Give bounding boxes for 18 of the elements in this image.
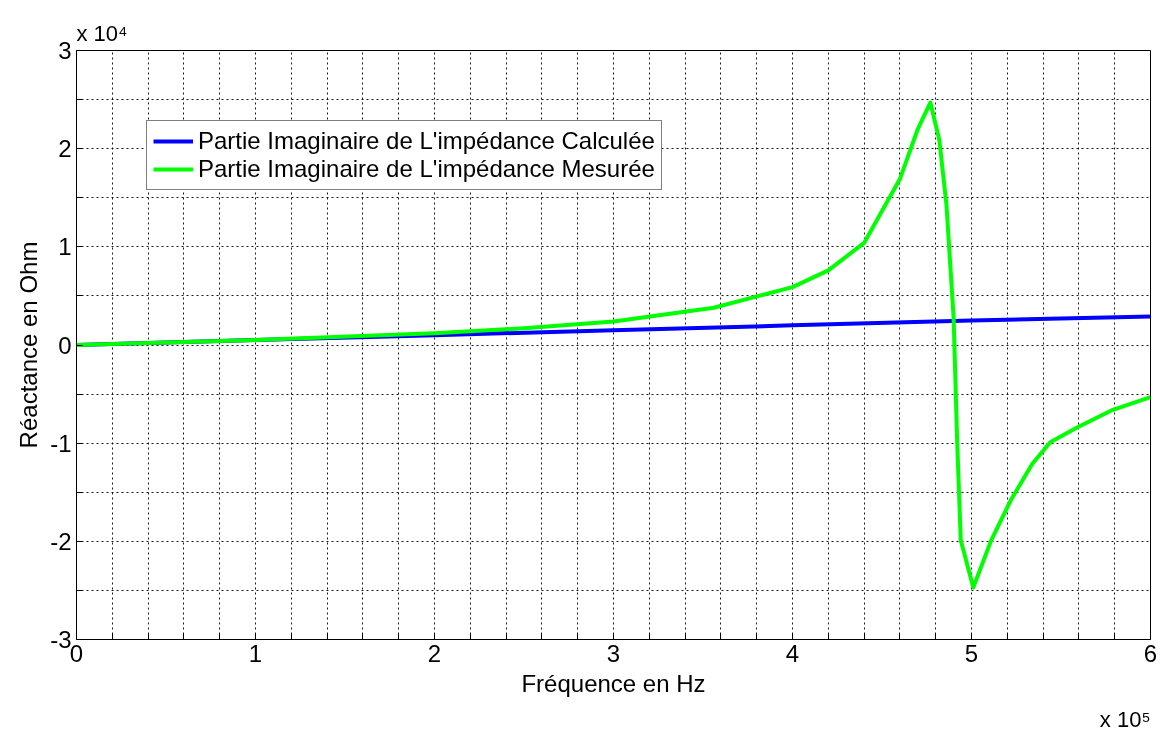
legend-label: Partie Imaginaire de L'impédance Calculée	[198, 127, 655, 155]
x-tick-label: 4	[785, 639, 800, 667]
text: x 10⁴	[76, 20, 128, 46]
y-tick-label: -2	[50, 527, 72, 555]
y-tick-label: 3	[58, 37, 72, 64]
y-tick-label: 0	[58, 331, 72, 359]
x-tick-label: 2	[427, 639, 442, 667]
text: x 10⁵	[1099, 706, 1151, 732]
y-tick-label: 2	[58, 135, 72, 163]
legend-label: Partie Imaginaire de L'impédance Mesurée	[198, 155, 655, 183]
x-tick-label: 3	[606, 639, 621, 667]
y-tick-label: 1	[58, 233, 72, 261]
x-tick-label: 1	[248, 639, 263, 667]
x-tick-label: 6	[1143, 639, 1158, 667]
y-tick-label: -1	[50, 429, 72, 457]
x-tick-label: 5	[964, 639, 979, 667]
x-axis-title: Fréquence en Hz	[521, 669, 706, 697]
y-axis-title: Réactance en Ohm	[15, 241, 43, 449]
